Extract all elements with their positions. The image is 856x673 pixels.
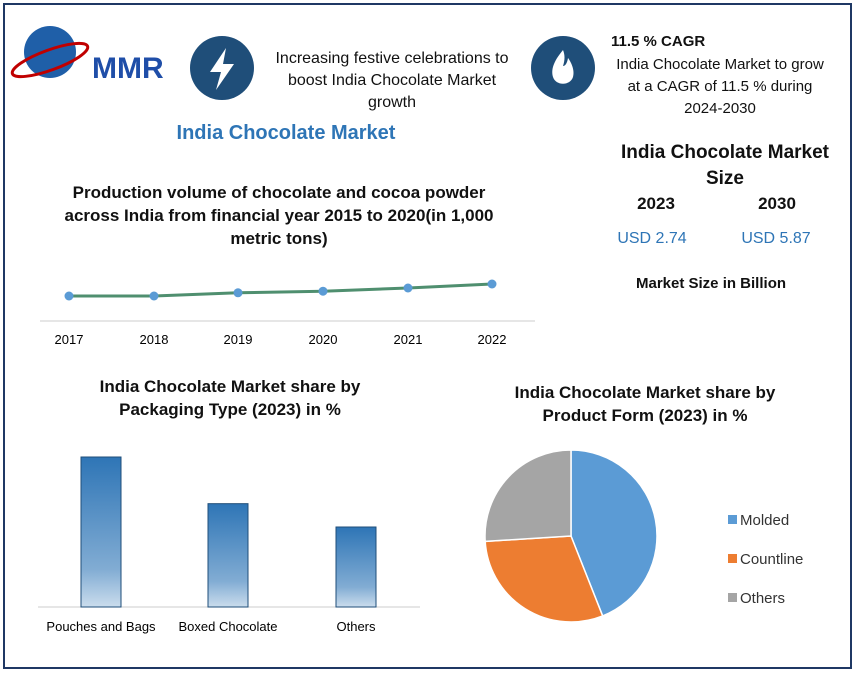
pie-slice [484, 535, 604, 623]
chart-title: India Chocolate Market share by Product … [514, 383, 776, 425]
bar [335, 526, 377, 608]
point [233, 288, 243, 298]
flame-icon [552, 50, 574, 84]
legend-swatch [728, 593, 737, 602]
point [64, 291, 74, 301]
x-tick-label: Boxed Chocolate [178, 619, 277, 634]
x-tick-label: 2018 [140, 332, 169, 347]
point [487, 279, 497, 289]
size-note: Market Size in Billion [635, 275, 787, 292]
logo-text: MMR [92, 52, 164, 85]
size-year: 2023 [637, 194, 675, 213]
x-tick-label: Pouches and Bags [46, 619, 156, 634]
point [318, 286, 328, 296]
cagr-text: India Chocolate Market to grow at a CAGR… [616, 56, 824, 117]
x-tick-label: 2022 [478, 332, 507, 347]
chart-title: India Chocolate Market share by Packagin… [99, 377, 361, 419]
point [149, 291, 159, 301]
size-value: USD 2.74 [617, 230, 687, 247]
point [403, 283, 413, 293]
bolt-icon [210, 48, 234, 90]
x-tick-label: 2019 [224, 332, 253, 347]
size-title: India Chocolate Market Size [621, 142, 829, 189]
chart-title: Production volume of chocolate and cocoa… [64, 183, 494, 248]
legend-swatch [728, 554, 737, 563]
size-year: 2030 [758, 194, 796, 213]
pie-slice [484, 449, 572, 543]
legend-label: Countline [740, 551, 803, 568]
main-title: India Chocolate Market [176, 122, 396, 144]
bar [80, 456, 122, 608]
size-value: USD 5.87 [741, 230, 811, 247]
legend-label: Others [740, 590, 785, 607]
x-tick-label: 2020 [309, 332, 338, 347]
driver-text: Increasing festive celebrations to boost… [275, 50, 509, 111]
pie-slice [570, 449, 658, 617]
legend-swatch [728, 515, 737, 524]
frame [3, 3, 852, 669]
cagr-title: 11.5 % CAGR [611, 33, 706, 50]
bar [207, 503, 249, 608]
x-tick-label: 2021 [394, 332, 423, 347]
x-tick-label: 2017 [55, 332, 84, 347]
legend-label: Molded [740, 512, 789, 529]
logo-orbit [10, 41, 90, 79]
line [69, 282, 493, 298]
x-tick-label: Others [336, 619, 376, 634]
